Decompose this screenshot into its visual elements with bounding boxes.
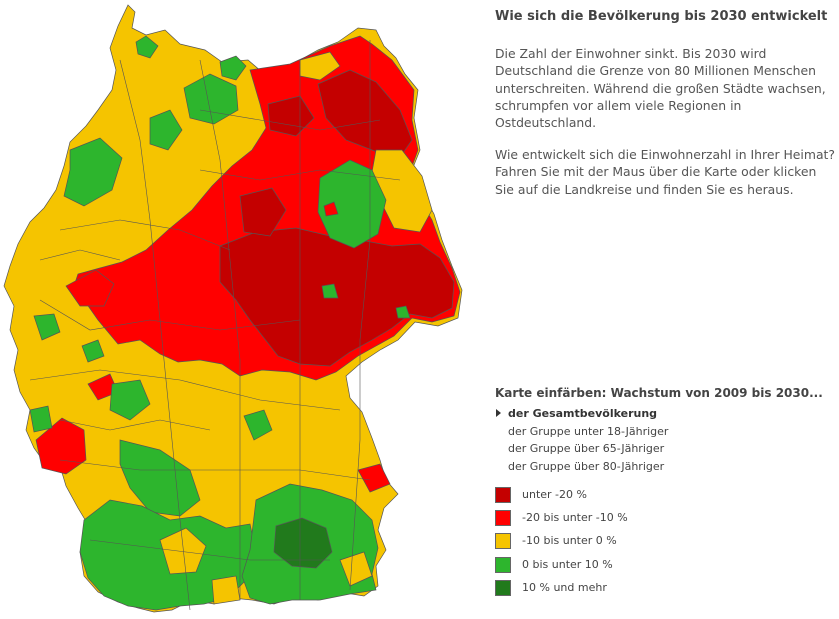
district-green-leipzig[interactable] [321,283,339,299]
option-over-80[interactable]: der Gruppe über 80-Jähriger [495,458,668,476]
option-label: der Gruppe über 80-Jähriger [508,459,665,473]
district-darkred-sa[interactable] [239,187,287,237]
district-green-ka[interactable] [29,405,53,433]
legend-label: 10 % und mehr [522,580,607,594]
option-total-population[interactable]: der Gesamtbevölkerung [495,405,668,423]
district-borders [29,40,401,611]
district-red-west[interactable] [65,269,115,307]
legend-swatch [495,510,511,527]
legend-label: -20 bis unter -10 % [522,511,628,525]
legend-label: -10 bis unter 0 % [522,534,617,548]
district-yellow-s3[interactable] [339,551,373,587]
legend-swatch [495,533,511,550]
legend-swatch [495,487,511,503]
district-green-berlin[interactable] [317,159,387,249]
color-by-title: Karte einfärben: Wachstum von 2009 bis 2… [495,386,823,400]
district-green-nbg[interactable] [243,409,273,441]
option-label: der Gruppe unter 18-Jähriger [508,424,669,438]
district-green-nw1[interactable] [63,137,123,207]
district-green-nw3[interactable] [149,109,183,151]
legend-label: unter -20 % [522,488,587,501]
option-label: der Gesamtbevölkerung [508,407,658,420]
district-darkred-ne[interactable] [317,69,413,161]
district-green-hh[interactable] [219,55,247,81]
district-green-mid[interactable] [119,439,201,517]
district-yellow-s2[interactable] [211,575,241,605]
district-green-koeln[interactable] [33,313,61,341]
page-title: Wie sich die Bevölkerung bis 2030 entwic… [495,9,828,24]
district-green-fra[interactable] [109,379,151,421]
option-over-65[interactable]: der Gruppe über 65-Jähriger [495,440,668,458]
germany-district-map[interactable] [0,0,480,619]
district-red-saar[interactable] [35,417,87,475]
district-green-n[interactable] [135,35,159,59]
triangle-right-icon [496,409,501,417]
legend-label: 0 bis unter 10 % [522,557,613,571]
option-label: der Gruppe über 65-Jähriger [508,442,665,455]
color-by-options: der Gesamtbevölkerung der Gruppe unter 1… [495,405,668,475]
intro-paragraph: Die Zahl der Einwohner sinkt. Bis 2030 w… [495,46,826,131]
legend-swatch [495,579,511,596]
district-yellow-s1[interactable] [159,527,207,575]
district-green-nw2[interactable] [183,73,239,125]
district-red-bayern[interactable] [357,463,391,493]
district-green-mainz[interactable] [81,339,105,363]
legend-swatch [495,556,511,573]
option-under-18[interactable]: der Gruppe unter 18-Jähriger [495,423,668,441]
instruction-paragraph: Wie entwickelt sich die Einwohnerzahl in… [495,147,835,197]
district-darkred-mv[interactable] [267,95,315,137]
district-red-berlin-pt[interactable] [323,201,339,217]
district-green-dresden[interactable] [395,305,411,319]
